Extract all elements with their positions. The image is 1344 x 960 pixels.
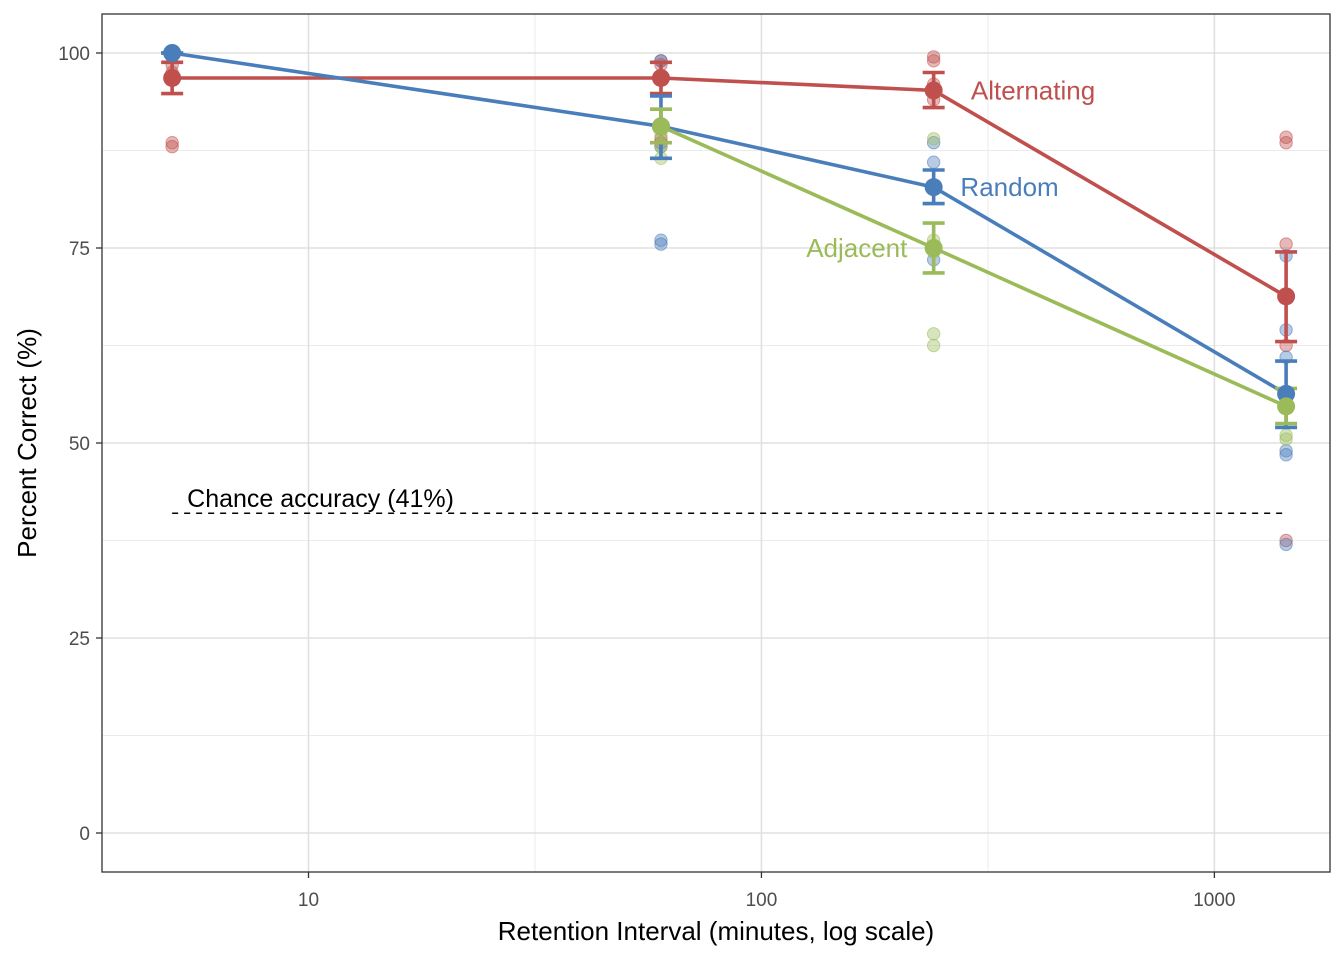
series-label: Random [960, 172, 1058, 202]
mean-points [163, 44, 1296, 416]
y-tick-label: 0 [79, 824, 90, 845]
data-point [1279, 237, 1293, 251]
error-bars [161, 51, 1298, 430]
x-axis-title: Retention Interval (minutes, log scale) [498, 916, 934, 946]
data-point [1279, 136, 1293, 150]
series-labels: Alternating Random Adjacent [806, 75, 1095, 263]
series-label: Adjacent [806, 233, 908, 263]
chance-line-group: Chance accuracy (41%) [172, 485, 1287, 514]
x-tick-label: 1000 [1193, 890, 1235, 911]
grid [102, 14, 1330, 872]
mean-point [163, 44, 182, 62]
data-point [1279, 444, 1293, 458]
mean-point [651, 117, 670, 136]
data-point [1279, 537, 1293, 552]
axis-ticks: 0 25 50 75 100 10 100 1000 [58, 44, 1235, 911]
series-line [171, 51, 1288, 396]
y-tick-label: 100 [58, 44, 90, 65]
data-point [1279, 130, 1293, 144]
data-point [926, 132, 941, 146]
data-point [1279, 432, 1293, 446]
y-tick-label: 25 [69, 629, 90, 650]
series-line [172, 76, 1288, 298]
series-line [660, 124, 1287, 408]
x-tick-label: 10 [298, 890, 319, 911]
series-label: Alternating [971, 75, 1095, 105]
data-point [926, 50, 941, 64]
data-point [926, 136, 941, 150]
y-tick-label: 75 [69, 239, 90, 260]
chance-label: Chance accuracy (41%) [187, 485, 454, 513]
data-point [926, 54, 941, 68]
mean-point [1277, 397, 1296, 416]
data-point [165, 139, 179, 154]
mean-point [924, 239, 943, 257]
data-point [654, 233, 668, 247]
mean-point [651, 68, 670, 87]
mean-point [1277, 287, 1296, 306]
data-point [165, 136, 179, 150]
mean-point [163, 68, 182, 87]
mean-point [924, 178, 943, 197]
mean-point [924, 81, 943, 100]
data-point [1279, 428, 1293, 442]
series-lines [171, 51, 1288, 408]
x-tick-label: 100 [746, 890, 778, 911]
data-point [1279, 448, 1293, 462]
data-point [926, 338, 941, 353]
data-point [654, 237, 668, 251]
data-point [926, 155, 941, 169]
data-point [926, 327, 941, 341]
mean-point [1277, 384, 1296, 403]
data-point [1279, 533, 1293, 548]
y-axis-title: Percent Correct (%) [12, 328, 42, 558]
y-tick-label: 50 [69, 434, 90, 455]
